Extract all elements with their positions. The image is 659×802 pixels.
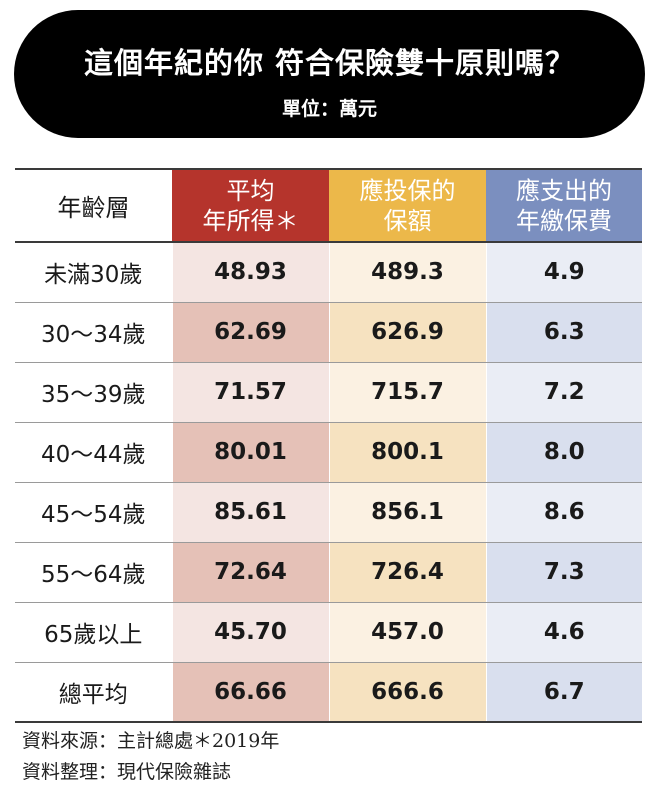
- income-cell: 66.66: [171, 662, 329, 723]
- header-average-income: 平均 年所得＊: [172, 168, 329, 243]
- premium-cell: 4.6: [485, 602, 642, 663]
- income-cell: 72.64: [171, 542, 329, 603]
- age-cell: 35～39歲: [15, 362, 172, 423]
- table-row: 45～54歲 85.61 856.1 8.6: [15, 482, 642, 543]
- header-age-group: 年齡層: [15, 168, 172, 243]
- age-cell: 總平均: [15, 662, 172, 723]
- premium-cell: 8.6: [485, 482, 642, 543]
- title-banner: 這個年紀的你 符合保險雙十原則嗎？ 單位：萬元: [14, 10, 645, 138]
- header-premium: 應支出的 年繳保費: [486, 168, 642, 243]
- age-cell: 未滿30歲: [15, 242, 172, 303]
- coverage-cell: 457.0: [328, 602, 486, 663]
- age-cell: 40～44歲: [15, 422, 172, 483]
- age-cell: 65歲以上: [15, 602, 172, 663]
- unit-label: 單位：萬元: [281, 98, 377, 120]
- coverage-cell: 666.6: [328, 662, 486, 723]
- compiler-note: 資料整理：現代保險雜誌: [22, 761, 232, 783]
- coverage-cell: 856.1: [328, 482, 486, 543]
- table-row: 未滿30歲 48.93 489.3 4.9: [15, 242, 642, 303]
- table-row: 35～39歲 71.57 715.7 7.2: [15, 362, 642, 423]
- table-row: 30～34歲 62.69 626.9 6.3: [15, 302, 642, 363]
- premium-cell: 8.0: [485, 422, 642, 483]
- table-row: 55～64歲 72.64 726.4 7.3: [15, 542, 642, 603]
- table-body: 未滿30歲 48.93 489.3 4.9 30～34歲 62.69 626.9 6.3 35～…: [15, 242, 642, 723]
- footnotes: 資料來源：主計總處＊2019年 資料整理：現代保險雜誌: [22, 726, 279, 788]
- income-cell: 80.01: [171, 422, 329, 483]
- coverage-cell: 726.4: [328, 542, 486, 603]
- premium-cell: 6.7: [485, 662, 642, 723]
- insurance-table: 年齡層 平均 年所得＊ 應投保的 保額 應支出的 年繳保費 未滿30歲 48.93 489…: [15, 168, 642, 723]
- premium-cell: 6.3: [485, 302, 642, 363]
- income-cell: 48.93: [171, 242, 329, 303]
- income-cell: 71.57: [171, 362, 329, 423]
- header-coverage: 應投保的 保額: [329, 168, 486, 243]
- premium-cell: 4.9: [485, 242, 642, 303]
- page-title: 這個年紀的你 符合保險雙十原則嗎？: [83, 46, 576, 80]
- coverage-cell: 800.1: [328, 422, 486, 483]
- income-cell: 62.69: [171, 302, 329, 363]
- table-row: 65歲以上 45.70 457.0 4.6: [15, 602, 642, 663]
- premium-cell: 7.2: [485, 362, 642, 423]
- income-cell: 85.61: [171, 482, 329, 543]
- source-note: 資料來源：主計總處＊2019年: [22, 730, 280, 752]
- header-row: 年齡層 平均 年所得＊ 應投保的 保額 應支出的 年繳保費: [15, 168, 642, 243]
- income-cell: 45.70: [171, 602, 329, 663]
- table-row: 40～44歲 80.01 800.1 8.0: [15, 422, 642, 483]
- coverage-cell: 626.9: [328, 302, 486, 363]
- age-cell: 45～54歲: [15, 482, 172, 543]
- age-cell: 55～64歲: [15, 542, 172, 603]
- premium-cell: 7.3: [485, 542, 642, 603]
- coverage-cell: 489.3: [328, 242, 486, 303]
- age-cell: 30～34歲: [15, 302, 172, 363]
- coverage-cell: 715.7: [328, 362, 486, 423]
- table-row: 總平均 66.66 666.6 6.7: [15, 662, 642, 723]
